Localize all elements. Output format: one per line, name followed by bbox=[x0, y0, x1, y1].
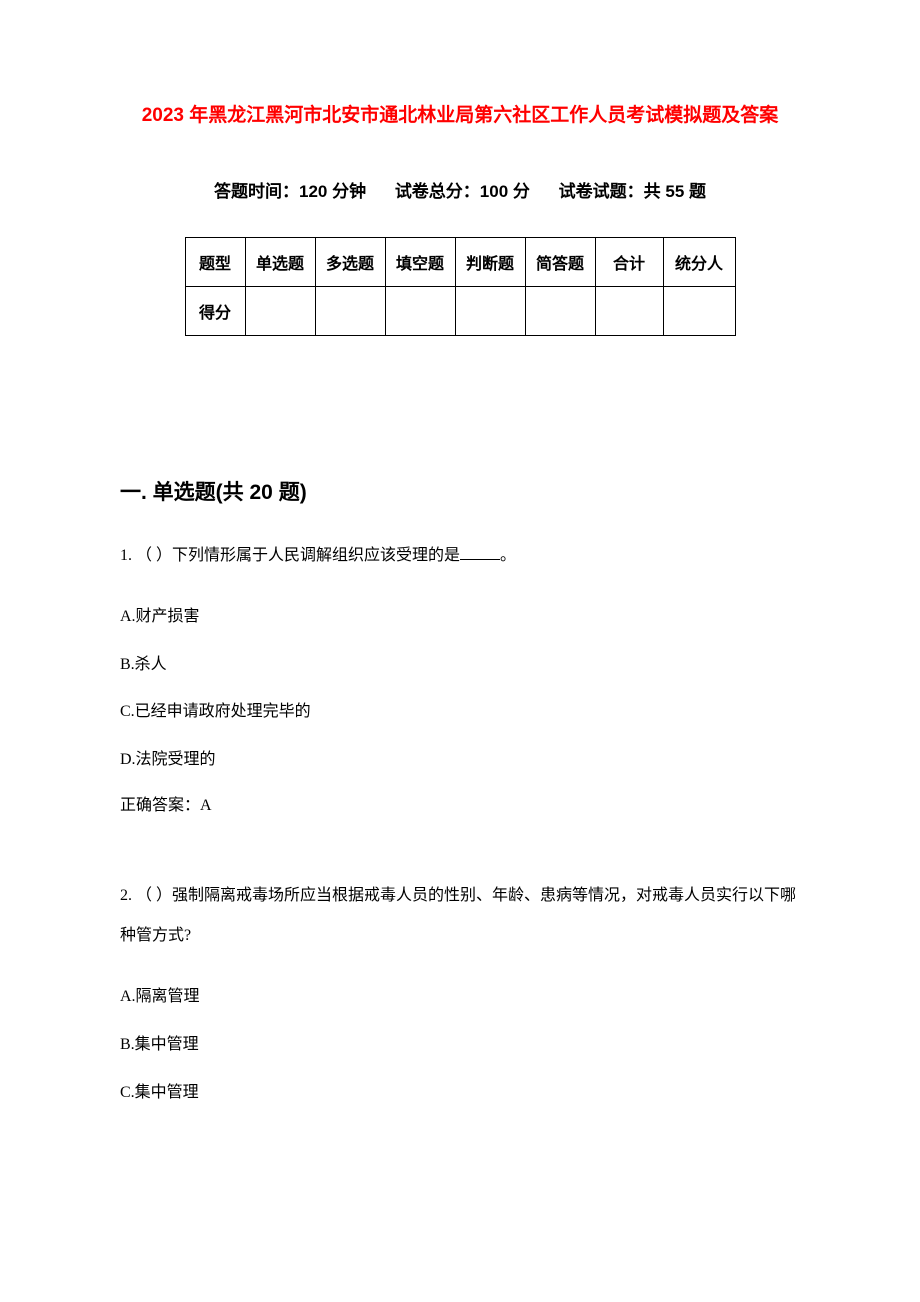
question-1: 1. （ ）下列情形属于人民调解组织应该受理的是 。 A.财产损害 B.杀人 C.… bbox=[120, 536, 800, 826]
exam-time: 答题时间：120 分钟 bbox=[214, 182, 366, 201]
exam-question-count: 试卷试题：共 55 题 bbox=[559, 182, 706, 201]
question-text: 2. （ ）强制隔离戒毒场所应当根据戒毒人员的性别、年龄、患病等情况，对戒毒人员… bbox=[120, 876, 800, 956]
col-short-answer: 简答题 bbox=[525, 238, 595, 287]
option-d: D.法院受理的 bbox=[120, 739, 800, 781]
col-fill-blank: 填空题 bbox=[385, 238, 455, 287]
score-cell bbox=[385, 287, 455, 336]
option-b: B.杀人 bbox=[120, 644, 800, 686]
score-cell bbox=[245, 287, 315, 336]
score-table: 题型 单选题 多选题 填空题 判断题 简答题 合计 统分人 得分 bbox=[185, 237, 736, 336]
score-cell bbox=[315, 287, 385, 336]
col-total: 合计 bbox=[595, 238, 663, 287]
option-b: B.集中管理 bbox=[120, 1024, 800, 1066]
col-true-false: 判断题 bbox=[455, 238, 525, 287]
section-heading: 一. 单选题(共 20 题) bbox=[120, 476, 800, 506]
question-number: 2. bbox=[120, 887, 132, 904]
row-header-type: 题型 bbox=[185, 238, 245, 287]
question-suffix: 。 bbox=[500, 547, 516, 564]
score-cell bbox=[525, 287, 595, 336]
score-cell bbox=[595, 287, 663, 336]
option-a: A.隔离管理 bbox=[120, 976, 800, 1018]
question-number: 1. bbox=[120, 547, 132, 564]
table-row: 题型 单选题 多选题 填空题 判断题 简答题 合计 统分人 bbox=[185, 238, 735, 287]
exam-title: 2023 年黑龙江黑河市北安市通北林业局第六社区工作人员考试模拟题及答案 bbox=[120, 100, 800, 127]
correct-answer: 正确答案：A bbox=[120, 786, 800, 826]
options-list: A.财产损害 B.杀人 C.已经申请政府处理完毕的 D.法院受理的 bbox=[120, 596, 800, 780]
col-scorer: 统分人 bbox=[663, 238, 735, 287]
score-cell bbox=[663, 287, 735, 336]
exam-info: 答题时间：120 分钟 试卷总分：100 分 试卷试题：共 55 题 bbox=[120, 177, 800, 202]
question-body: （ ）强制隔离戒毒场所应当根据戒毒人员的性别、年龄、患病等情况，对戒毒人员实行以… bbox=[120, 887, 796, 944]
score-cell bbox=[455, 287, 525, 336]
table-row: 得分 bbox=[185, 287, 735, 336]
exam-total-score: 试卷总分：100 分 bbox=[395, 182, 530, 201]
option-c: C.集中管理 bbox=[120, 1072, 800, 1114]
options-list: A.隔离管理 B.集中管理 C.集中管理 bbox=[120, 976, 800, 1113]
blank-line bbox=[460, 546, 500, 560]
row-header-score: 得分 bbox=[185, 287, 245, 336]
option-a: A.财产损害 bbox=[120, 596, 800, 638]
question-body: （ ）下列情形属于人民调解组织应该受理的是 bbox=[136, 547, 460, 564]
question-2: 2. （ ）强制隔离戒毒场所应当根据戒毒人员的性别、年龄、患病等情况，对戒毒人员… bbox=[120, 876, 800, 1113]
option-c: C.已经申请政府处理完毕的 bbox=[120, 691, 800, 733]
question-text: 1. （ ）下列情形属于人民调解组织应该受理的是 。 bbox=[120, 536, 800, 576]
col-single-choice: 单选题 bbox=[245, 238, 315, 287]
col-multi-choice: 多选题 bbox=[315, 238, 385, 287]
